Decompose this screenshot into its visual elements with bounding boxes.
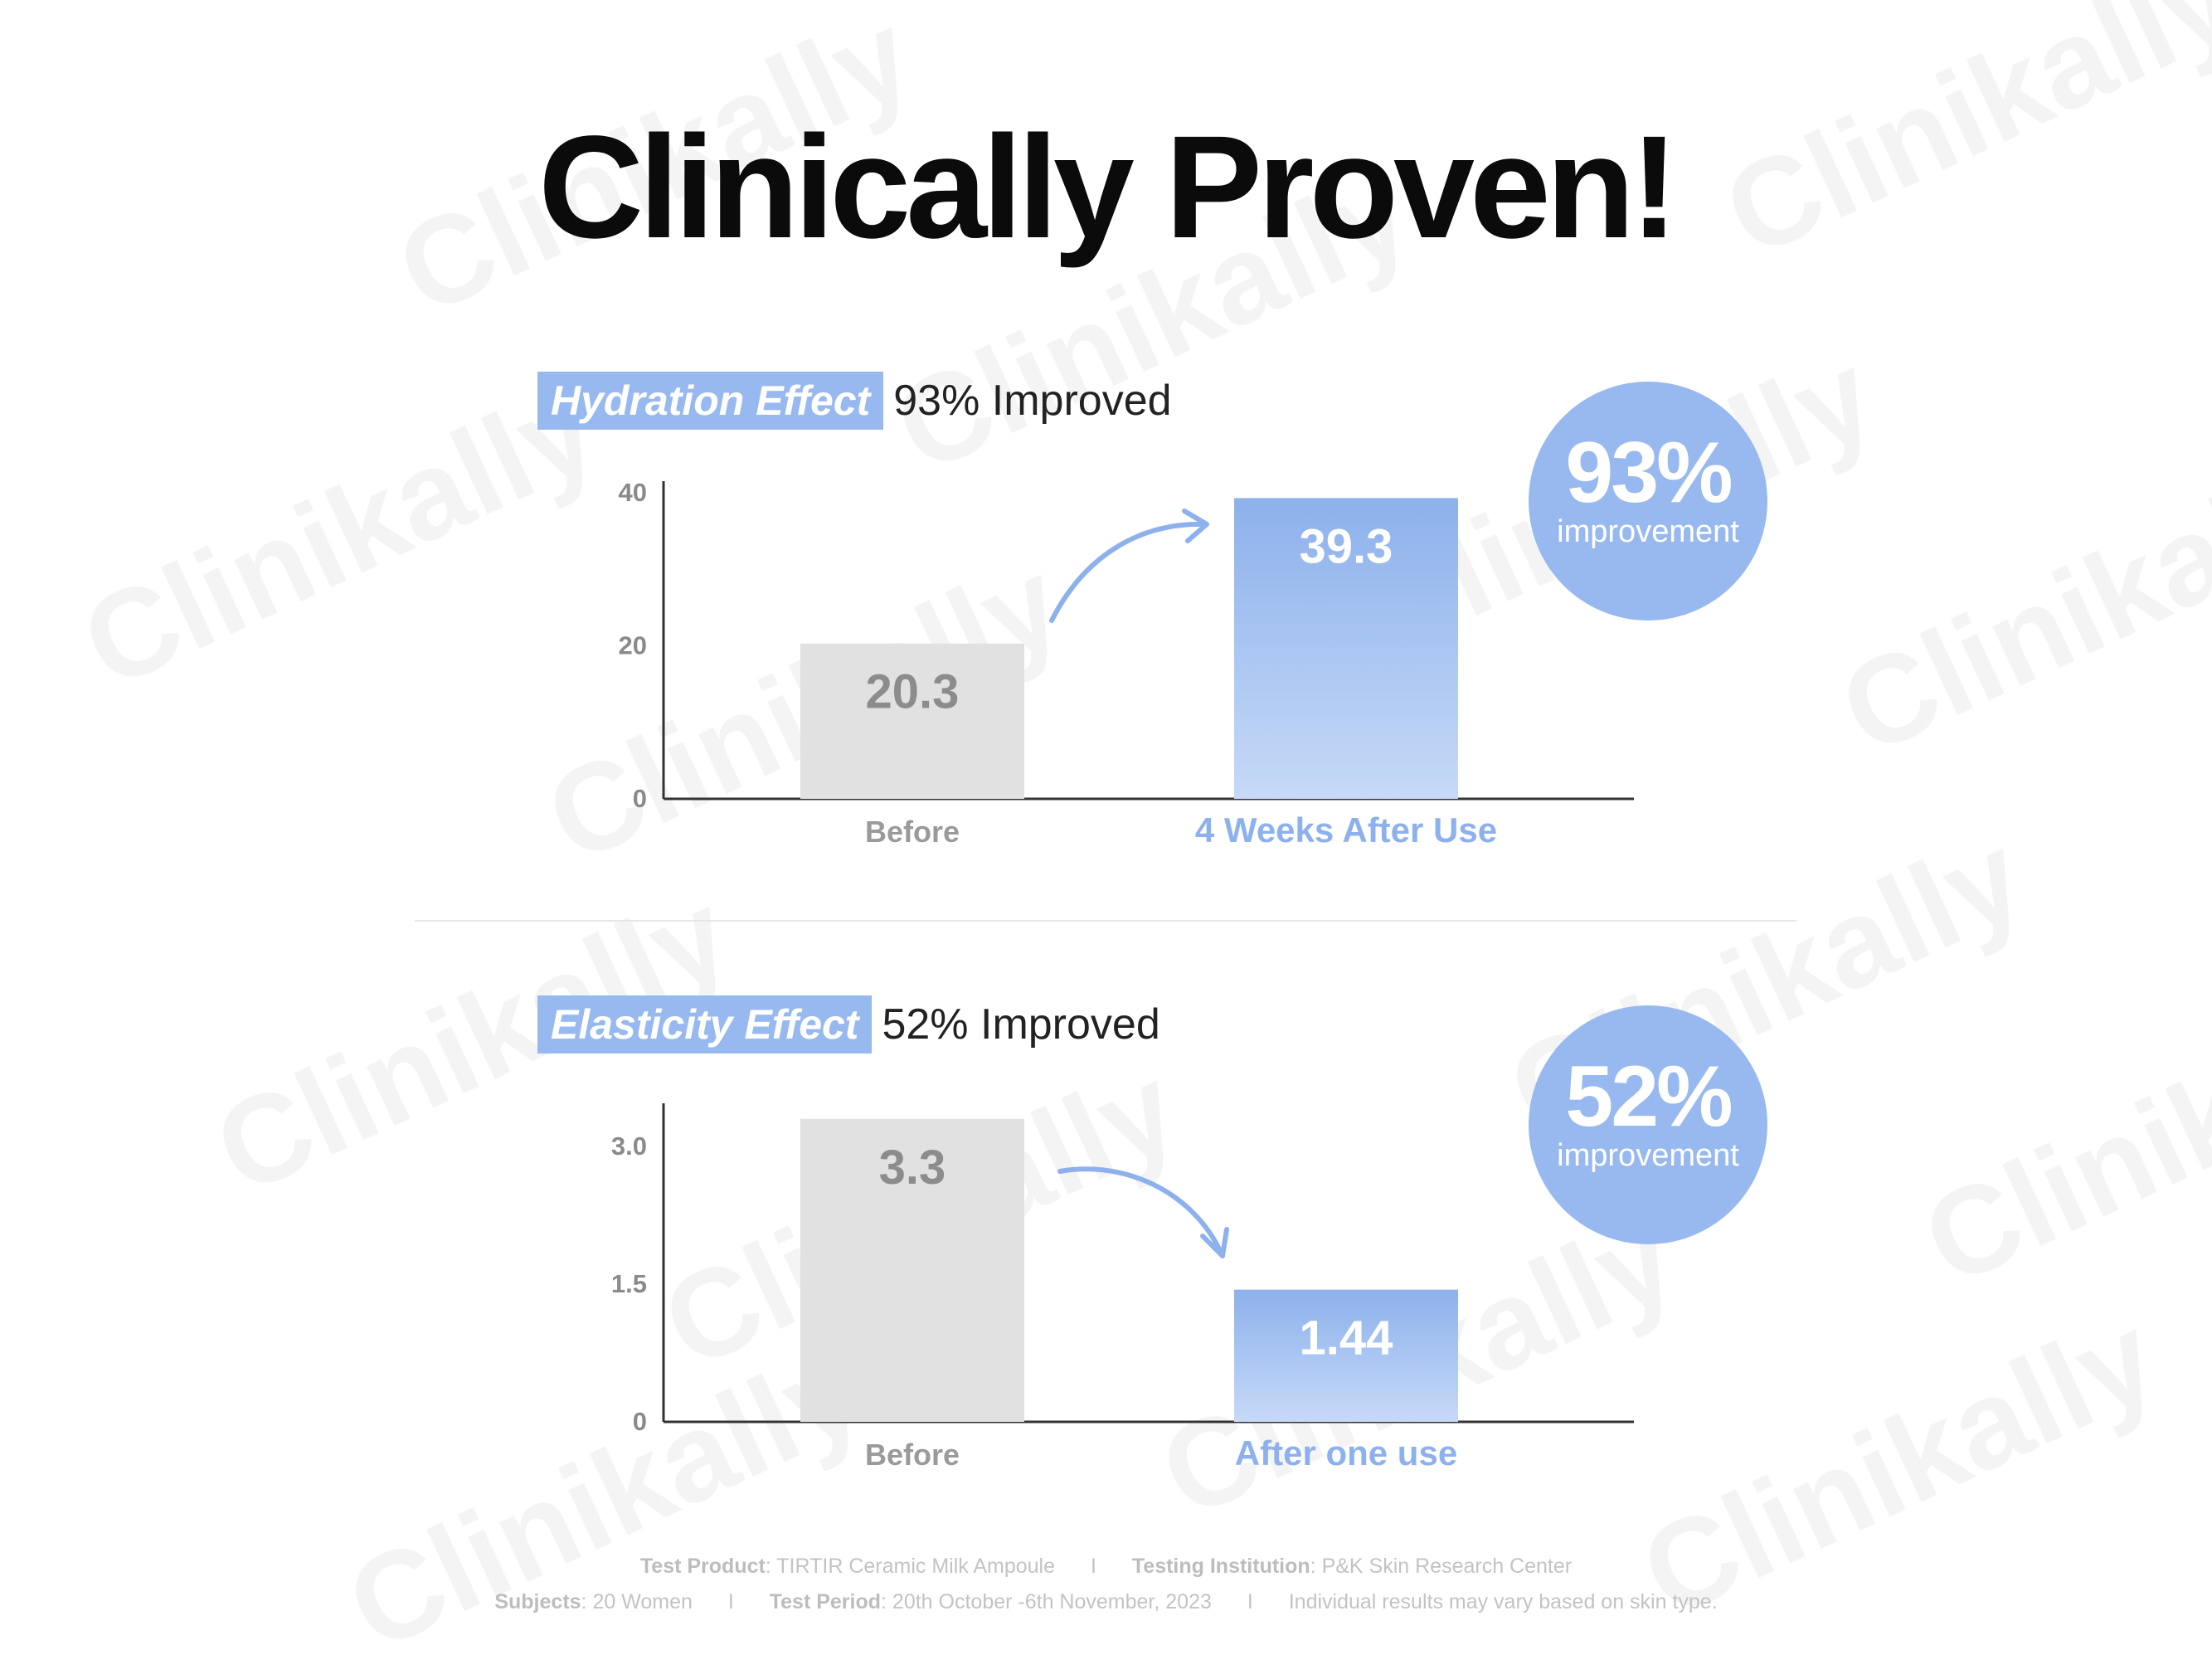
footer-separator: I: [727, 1590, 734, 1613]
badge-word: improvement: [1557, 514, 1739, 549]
footer-key: Testing Institution: [1131, 1555, 1310, 1578]
section-divider: [415, 920, 1796, 922]
elasticity-effect-tag: Elasticity Effect: [537, 995, 873, 1054]
increase-arrow: [1049, 521, 1207, 623]
footer-line-1: Test Product: TIRTIR Ceramic Milk Ampoul…: [0, 1555, 2212, 1579]
elasticity-heading: Elasticity Effect 52% Improved: [537, 995, 1160, 1054]
bar-value-label: 39.3: [1300, 519, 1393, 573]
after-bar: [1234, 1289, 1458, 1422]
y-tick-label: 3.0: [611, 1132, 647, 1161]
footer-disclaimer: Individual results may vary based on ski…: [1288, 1590, 1718, 1613]
bar-value-label: 1.44: [1300, 1312, 1393, 1365]
before-bar: [800, 643, 1024, 799]
footer-separator: I: [1090, 1555, 1096, 1578]
category-label: Before: [865, 1438, 960, 1472]
badge-percent: 52%: [1565, 1049, 1733, 1145]
hydration-improvement-badge: 93% improvement: [1529, 382, 1767, 620]
bar-value-label: 3.3: [879, 1141, 946, 1195]
before-bar: [800, 1118, 1024, 1422]
category-label: Before: [865, 815, 960, 849]
elasticity-improved-text: 52% Improved: [882, 1000, 1160, 1049]
footer-line-2: Subjects: 20 Women I Test Period: 20th O…: [0, 1590, 2212, 1614]
after-bar: [1234, 498, 1458, 799]
y-tick-label: 40: [619, 478, 647, 507]
badge-word: improvement: [1557, 1138, 1739, 1173]
y-tick-label: 1.5: [611, 1269, 647, 1298]
footer-value: : 20 Women: [581, 1590, 693, 1613]
hydration-effect-tag: Hydration Effect: [537, 372, 884, 430]
footer-key: Test Period: [769, 1590, 882, 1613]
page-title: Clinically Proven!: [538, 106, 1679, 269]
decrease-arrow: [1057, 1166, 1223, 1255]
footer-key: Subjects: [494, 1590, 581, 1613]
increase-arrow-head: [1182, 509, 1209, 543]
footer-key: Test Product: [639, 1555, 766, 1578]
category-label: After one use: [1235, 1433, 1457, 1472]
footer-value: : P&K Skin Research Center: [1310, 1555, 1573, 1578]
decrease-arrow-head: [1200, 1227, 1229, 1258]
y-tick-label: 20: [619, 631, 647, 660]
elasticity-improvement-badge: 52% improvement: [1529, 1005, 1767, 1244]
footer-value: : 20th October -6th November, 2023: [881, 1590, 1212, 1613]
badge-percent: 93%: [1565, 425, 1733, 521]
y-tick-label: 0: [633, 1407, 647, 1436]
category-label: 4 Weeks After Use: [1195, 810, 1497, 849]
y-tick-label: 0: [633, 784, 647, 813]
hydration-improved-text: 93% Improved: [893, 377, 1172, 425]
footer-value: : TIRTIR Ceramic Milk Ampoule: [765, 1555, 1056, 1578]
bar-value-label: 20.3: [866, 665, 960, 719]
footer-separator: I: [1247, 1590, 1253, 1613]
hydration-heading: Hydration Effect 93% Improved: [537, 372, 1172, 430]
